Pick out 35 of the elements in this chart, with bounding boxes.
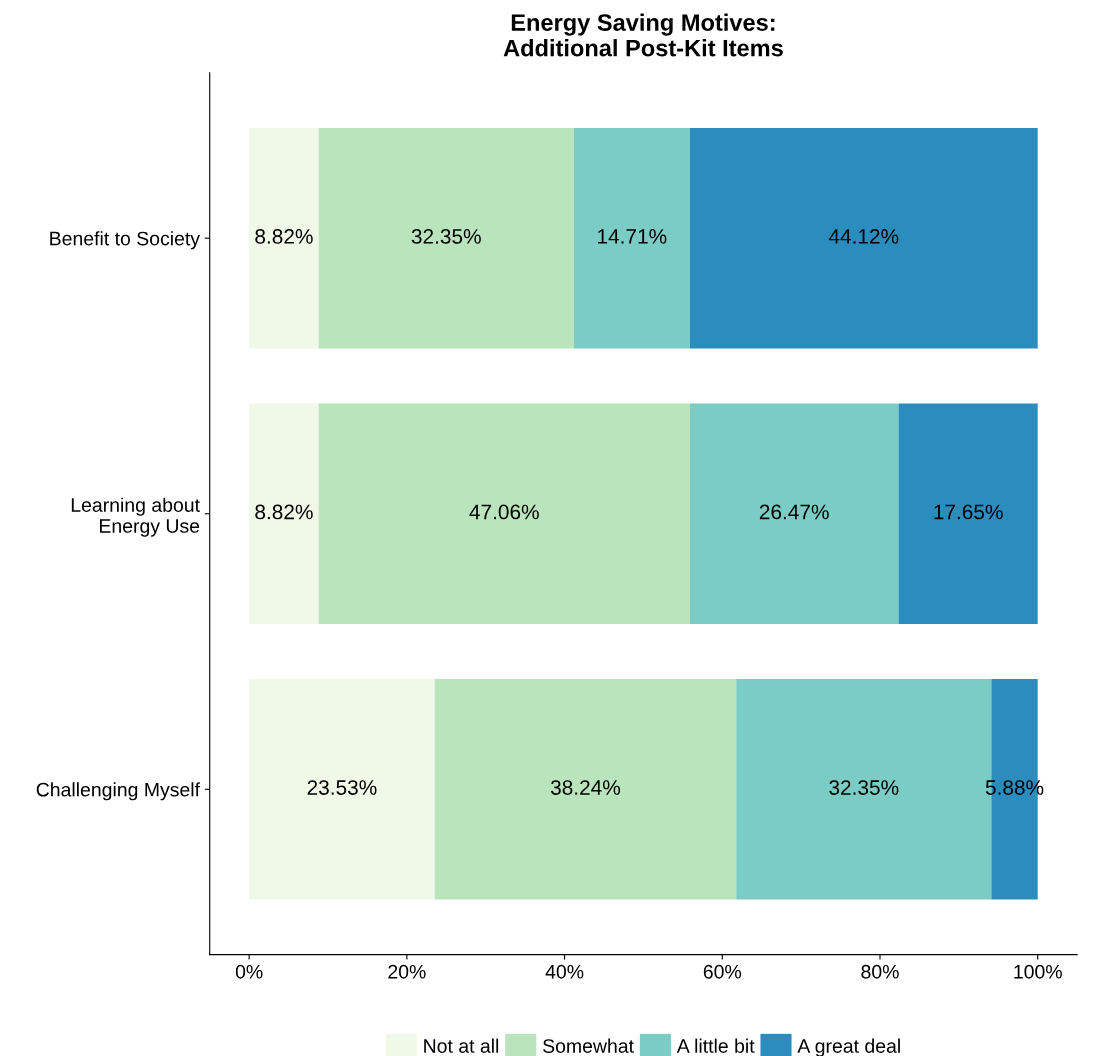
bar xyxy=(689,403,899,624)
data-label: 8.82% xyxy=(255,504,313,520)
chart-title: Energy Saving Motives: Additional Post-Kit Items xyxy=(503,13,783,57)
data-label: 8.82% xyxy=(255,229,313,244)
x-tick-label: 80% xyxy=(861,964,899,979)
bar xyxy=(898,403,1038,624)
x-tick-label: 100% xyxy=(1014,964,1062,979)
x-tick-label: 60% xyxy=(703,964,742,979)
data-label: 32.35% xyxy=(411,229,481,244)
legend-label: A great deal xyxy=(797,1038,900,1056)
bar xyxy=(249,679,435,900)
bar xyxy=(249,403,319,624)
x-tick-label: 40% xyxy=(545,964,584,979)
bar xyxy=(434,679,737,900)
bar xyxy=(689,127,1038,349)
data-label: 44.12% xyxy=(828,229,899,244)
data-label: 26.47% xyxy=(759,504,829,520)
bar xyxy=(318,127,574,349)
data-label: 47.06% xyxy=(469,504,539,520)
bar xyxy=(318,403,690,624)
data-label: 23.53% xyxy=(307,780,377,795)
x-tick-label: 20% xyxy=(388,964,426,979)
legend-label: Not at all xyxy=(424,1038,499,1053)
legend-label: Somewhat xyxy=(543,1038,634,1053)
bar xyxy=(573,127,690,349)
x-tick-label: 0% xyxy=(235,964,263,979)
data-label: 17.65% xyxy=(934,504,1003,520)
data-label: 38.24% xyxy=(550,780,621,795)
bar xyxy=(249,127,319,349)
y-tick-label: Learning about Energy Use xyxy=(71,497,200,537)
y-tick-label: Benefit to Society xyxy=(50,231,200,250)
legend-label: A little bit xyxy=(676,1038,755,1053)
data-label: 32.35% xyxy=(829,780,899,795)
data-label: 14.71% xyxy=(598,229,667,244)
y-tick-label: Challenging Myself xyxy=(36,782,201,801)
